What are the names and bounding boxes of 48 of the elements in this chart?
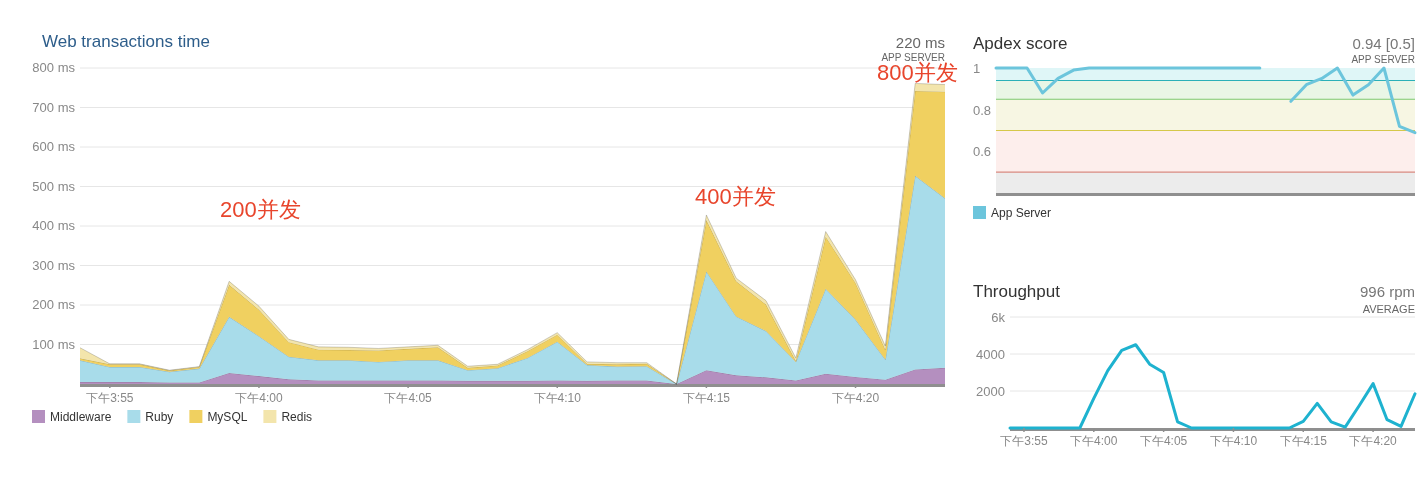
legend-item: Redis — [263, 410, 313, 424]
x-tick-label: 下午3:55 — [1000, 434, 1048, 448]
y-tick-label: 4000 — [976, 347, 1005, 362]
legend-label: Ruby — [145, 410, 174, 424]
chart-title: Throughput — [973, 282, 1061, 301]
legend-item: MySQL — [189, 410, 248, 424]
text: APP SERVER — [881, 52, 945, 63]
x-tick-label: 下午4:20 — [831, 391, 880, 405]
x-tick-label: 下午4:00 — [1070, 434, 1118, 448]
legend-label: Middleware — [50, 410, 112, 424]
y-tick-label: 1 — [973, 61, 981, 76]
x-tick-label: 下午4:20 — [1349, 434, 1398, 448]
legend-label: App Server — [991, 206, 1052, 220]
annotation: 200并发 — [220, 197, 301, 222]
y-tick-label: 300 ms — [32, 257, 76, 273]
x-tick-label: 下午4:00 — [235, 391, 283, 405]
legend-item: Middleware — [32, 410, 112, 424]
y-tick-label: 700 ms — [32, 99, 76, 115]
x-tick-label: 下午4:05 — [384, 391, 433, 405]
x-tick-label: 下午3:55 — [86, 391, 134, 405]
y-tick-label: 800 ms — [32, 60, 76, 75]
legend-label: Redis — [281, 410, 313, 424]
annotation: 800并发 — [877, 60, 958, 85]
annotation: 400并发 — [695, 184, 776, 209]
y-tick-label: 400 ms — [32, 218, 76, 233]
x-tick-label: 下午4:10 — [1209, 434, 1258, 448]
y-tick-label: 6k — [991, 310, 1006, 325]
y-tick-label: 0.8 — [973, 102, 992, 118]
y-tick-label: 200 ms — [32, 297, 76, 312]
y-tick-label: 100 ms — [32, 336, 76, 352]
legend-item: Ruby — [127, 410, 174, 424]
text: 0.94 [0.5] — [1352, 35, 1415, 52]
legend-item: App Server — [973, 206, 1052, 220]
x-tick-label: 下午4:15 — [1279, 434, 1328, 448]
text: APP SERVER — [1351, 54, 1415, 65]
text: AVERAGE — [1362, 303, 1415, 315]
x-tick-label: 下午4:10 — [533, 391, 582, 405]
y-tick-label: 500 ms — [32, 178, 76, 194]
legend-label: MySQL — [207, 410, 248, 424]
chart-title: Web transactions time — [42, 32, 210, 51]
y-tick-label: 2000 — [976, 384, 1005, 399]
y-tick-label: 600 ms — [32, 139, 76, 154]
x-tick-label: 下午4:15 — [682, 391, 731, 405]
text: 220 ms — [895, 34, 945, 51]
chart-title: Apdex score — [973, 34, 1068, 53]
x-tick-label: 下午4:05 — [1139, 434, 1188, 448]
text: 996 rpm — [1359, 283, 1415, 300]
y-tick-label: 0.6 — [973, 144, 992, 160]
